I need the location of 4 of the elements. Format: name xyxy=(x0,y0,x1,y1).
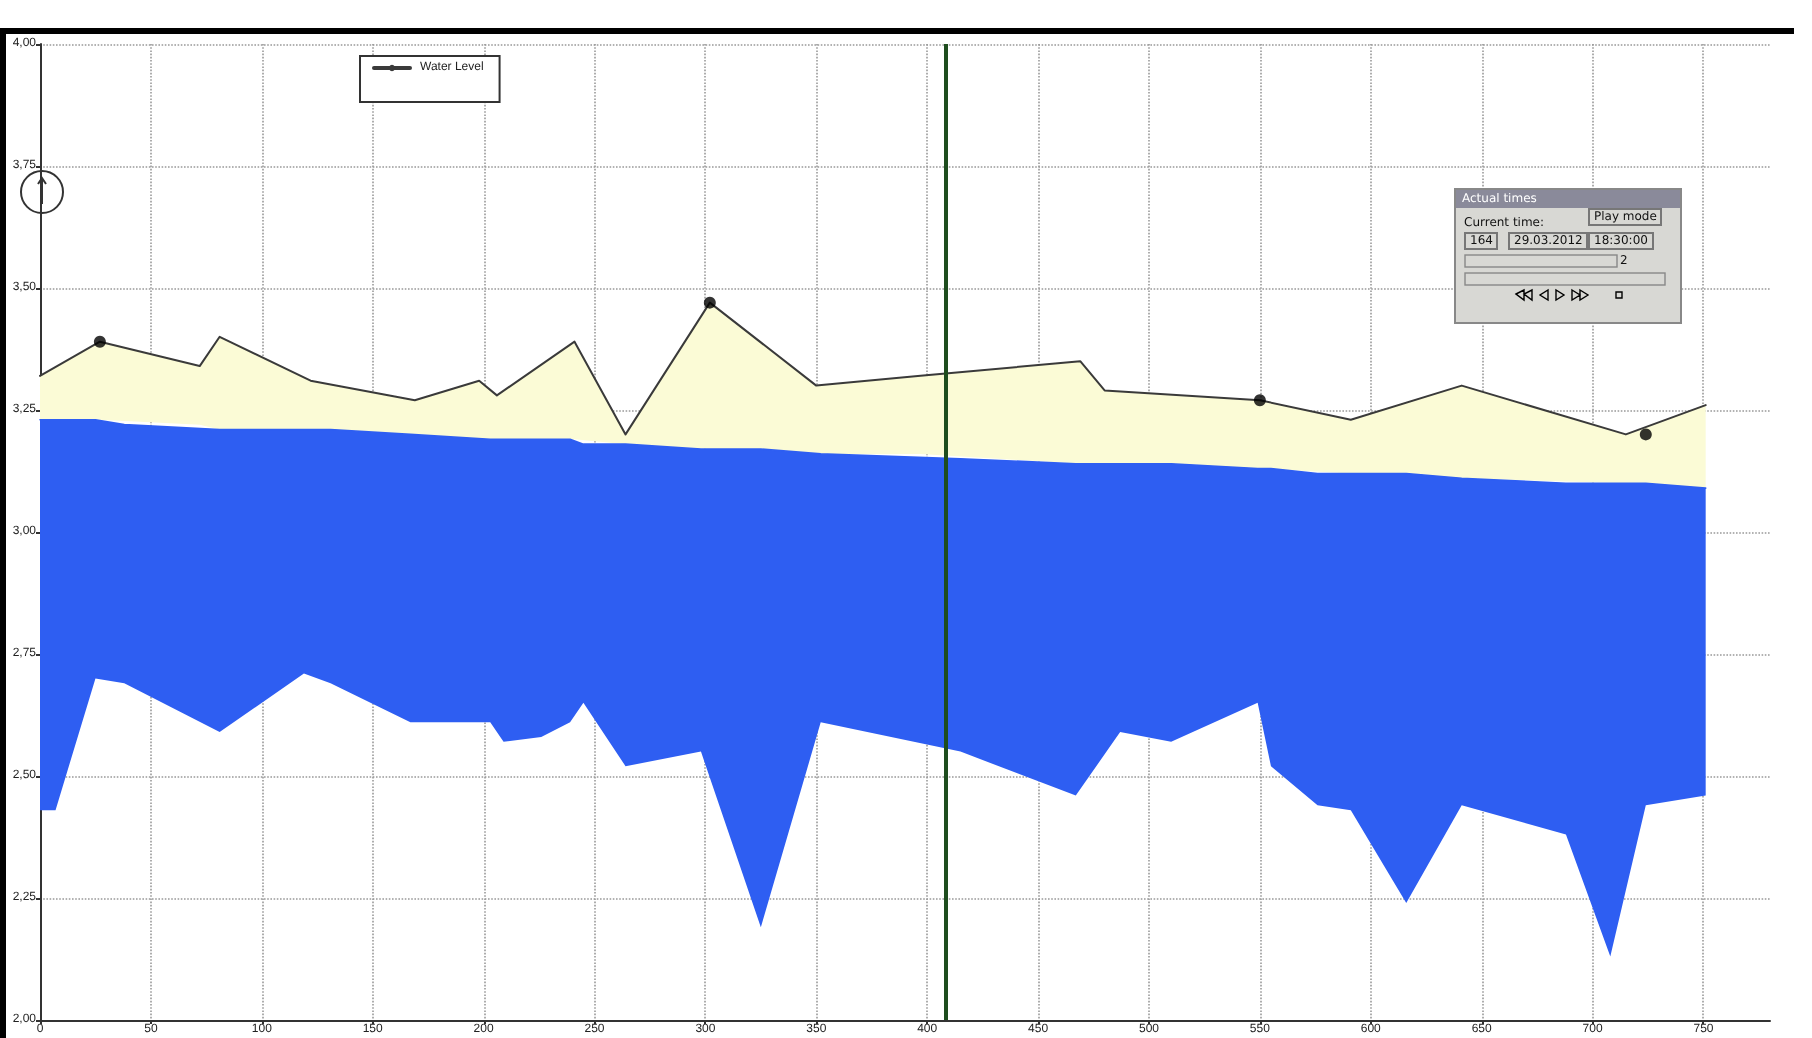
point xyxy=(1639,428,1652,441)
point xyxy=(703,296,716,309)
point xyxy=(93,335,106,348)
point xyxy=(1253,394,1266,407)
